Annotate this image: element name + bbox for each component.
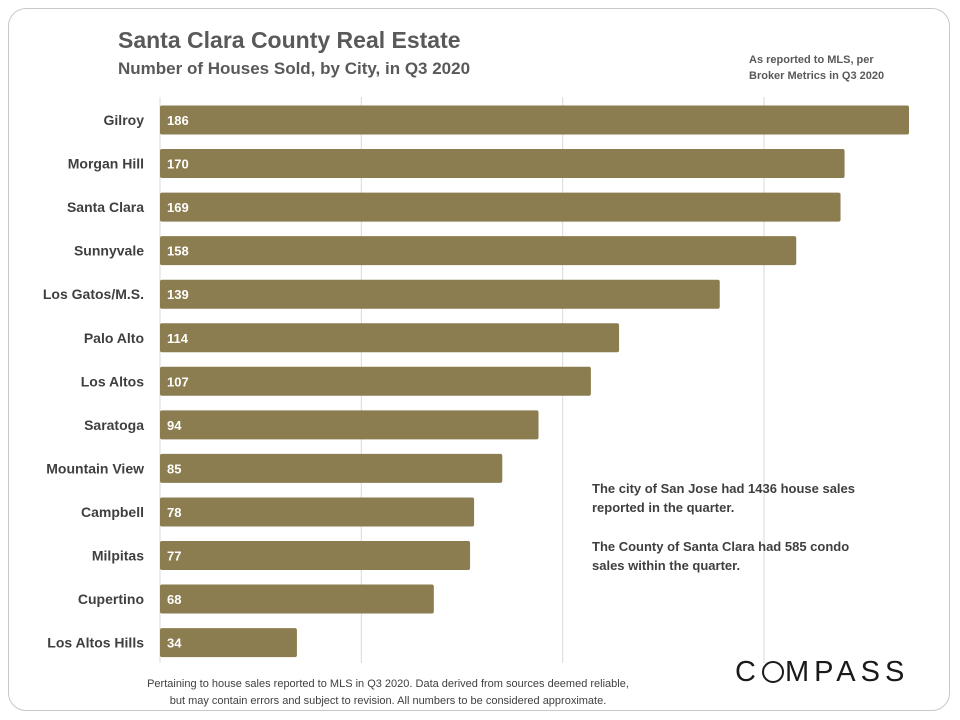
category-label: Campbell — [81, 504, 144, 520]
category-label: Gilroy — [104, 112, 145, 128]
logo-o-icon — [761, 661, 784, 683]
chart-title: Santa Clara County Real Estate — [118, 27, 461, 53]
category-label: Los Altos Hills — [47, 635, 144, 651]
category-label: Morgan Hill — [68, 156, 144, 172]
bar — [160, 323, 620, 353]
bar — [160, 628, 297, 658]
annotation-line: The County of Santa Clara had 585 condo — [592, 539, 850, 554]
category-label: Palo Alto — [84, 330, 144, 346]
source-note-line: As reported to MLS, per — [749, 54, 874, 66]
bar — [160, 192, 841, 222]
compass-logo: C MPASS — [735, 656, 909, 689]
annotation-line: reported in the quarter. — [592, 500, 735, 515]
bar-value-label: 107 — [167, 374, 189, 389]
bar — [160, 453, 503, 483]
bar-value-label: 68 — [167, 592, 181, 607]
bar-value-label: 114 — [167, 331, 189, 346]
category-label: Los Altos — [81, 373, 144, 389]
bar-value-label: 186 — [167, 113, 189, 128]
category-label: Mountain View — [46, 460, 144, 476]
annotation-condo: The County of Santa Clara had 585 condo … — [592, 537, 892, 575]
chart-subtitle: Number of Houses Sold, by City, in Q3 20… — [118, 59, 471, 78]
category-label: Saratoga — [84, 417, 144, 433]
bar-value-label: 169 — [167, 200, 189, 215]
bar — [160, 410, 539, 440]
bar-value-label: 85 — [167, 461, 181, 476]
bar — [160, 584, 434, 614]
annotation-line: sales within the quarter. — [592, 558, 741, 573]
bar — [160, 541, 471, 570]
footnote: Pertaining to house sales reported to ML… — [88, 676, 688, 710]
bar-value-label: 158 — [167, 244, 189, 259]
bar — [160, 149, 845, 179]
bar — [160, 105, 909, 135]
bar-value-label: 34 — [167, 636, 182, 651]
source-note-line: Broker Metrics in Q3 2020 — [749, 70, 885, 82]
category-label: Los Gatos/M.S. — [43, 286, 144, 302]
footnote-line: but may contain errors and subject to re… — [169, 695, 607, 707]
bar-value-label: 139 — [167, 287, 189, 302]
annotation-line: The city of San Jose had 1436 house sale… — [592, 481, 855, 496]
logo-text-left: C — [735, 656, 761, 688]
category-label: Santa Clara — [67, 199, 144, 215]
bar-value-label: 170 — [167, 157, 189, 172]
bar-value-label: 94 — [167, 418, 182, 433]
bar-value-label: 77 — [167, 549, 181, 564]
category-label: Cupertino — [78, 591, 144, 607]
bar — [160, 366, 591, 396]
bar-value-label: 78 — [167, 505, 181, 520]
bar — [160, 236, 797, 266]
annotation-san-jose: The city of San Jose had 1436 house sale… — [592, 479, 892, 517]
source-note: As reported to MLS, per Broker Metrics i… — [749, 52, 919, 84]
logo-text-right: MPASS — [784, 656, 910, 688]
bar — [160, 497, 475, 527]
footnote-line: Pertaining to house sales reported to ML… — [147, 678, 629, 690]
bar — [160, 279, 720, 309]
category-label: Milpitas — [92, 548, 144, 564]
category-label: Sunnyvale — [74, 243, 144, 259]
